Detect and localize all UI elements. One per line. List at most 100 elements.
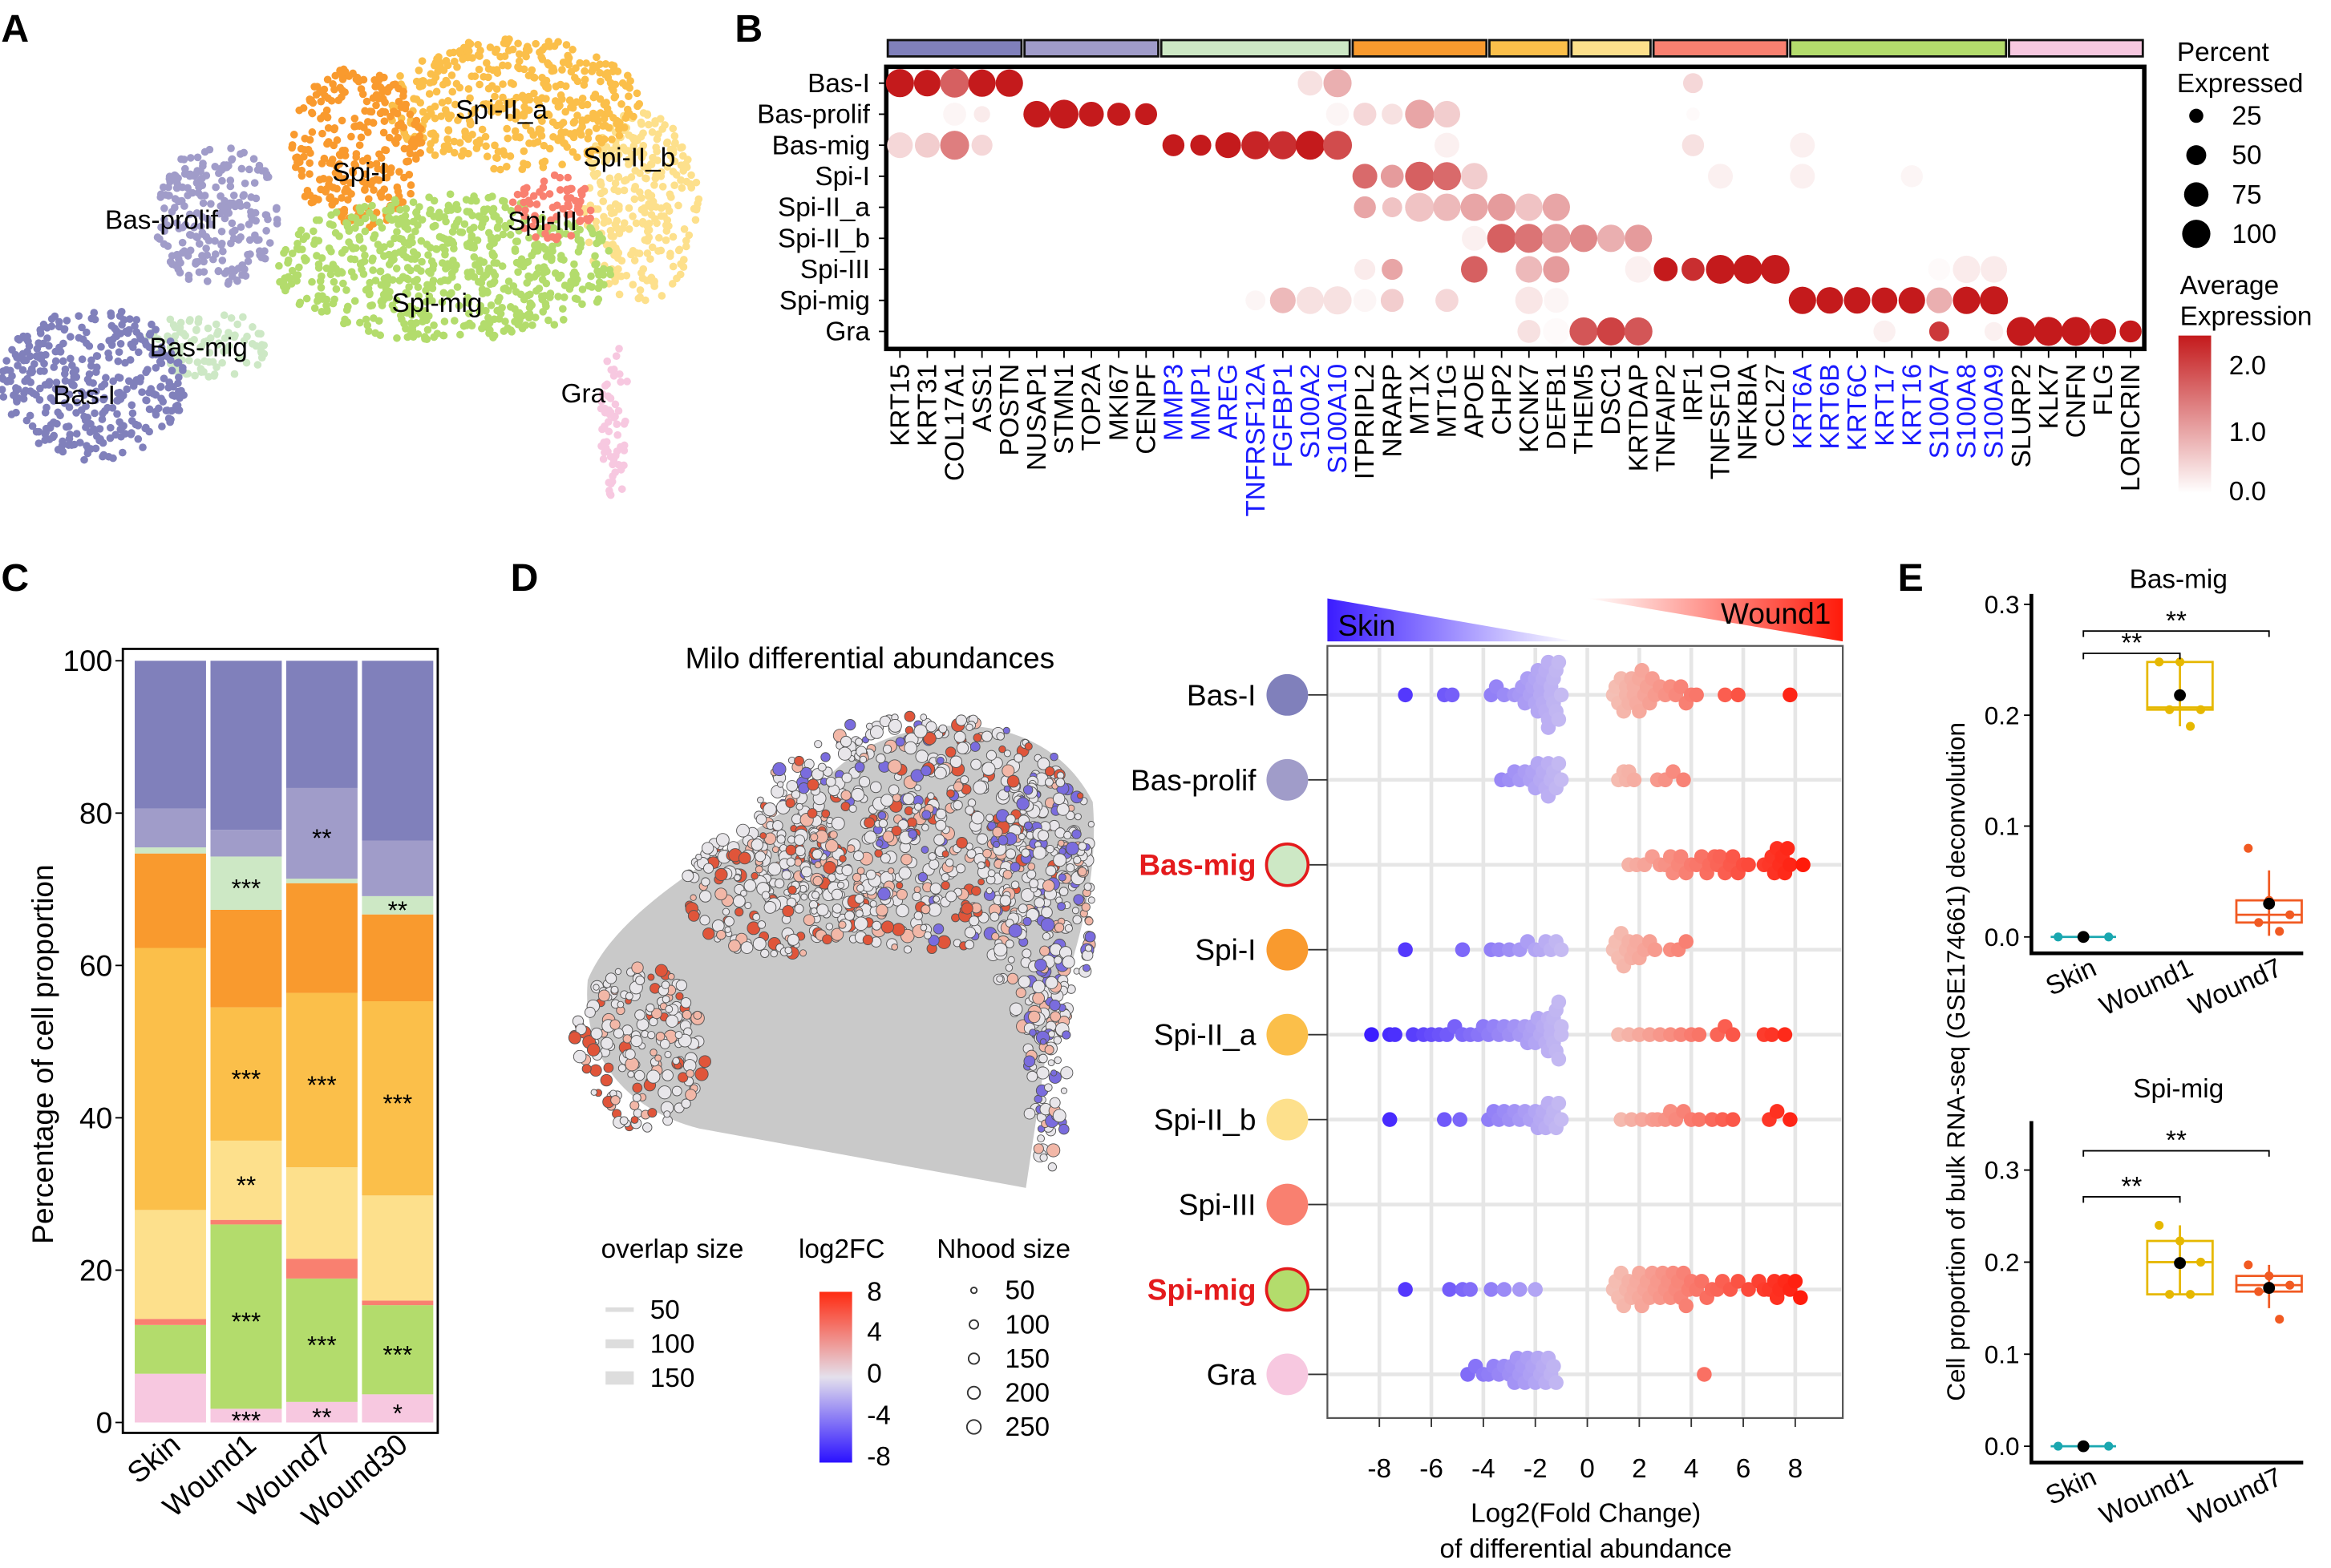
neighbourhood-node bbox=[996, 975, 1004, 983]
umap-cell bbox=[64, 422, 73, 430]
bar-segment bbox=[135, 1319, 206, 1325]
umap-cell bbox=[98, 415, 107, 423]
umap-cell bbox=[431, 151, 439, 160]
neighbourhood-node bbox=[690, 894, 697, 901]
umap-cell bbox=[625, 109, 633, 118]
umap-cell bbox=[524, 92, 533, 101]
sample-point bbox=[2254, 1287, 2264, 1296]
neighbourhood-node bbox=[1081, 902, 1091, 912]
neighbourhood-node bbox=[795, 845, 806, 857]
neighbourhood-node bbox=[1006, 972, 1019, 984]
expression-dot bbox=[1462, 225, 1487, 251]
umap-cell bbox=[301, 135, 310, 143]
neighbourhood-node bbox=[1053, 853, 1067, 867]
umap-cell bbox=[460, 220, 469, 228]
neighbourhood-node bbox=[854, 762, 865, 773]
nhood-size-value: 200 bbox=[1005, 1379, 1050, 1408]
nhood-point bbox=[1783, 687, 1798, 703]
umap-cell bbox=[656, 115, 665, 123]
umap-cell bbox=[369, 220, 378, 228]
expression-dot bbox=[2061, 317, 2090, 346]
umap-cell bbox=[115, 348, 123, 356]
expression-dot bbox=[1843, 287, 1871, 314]
expression-dot bbox=[1380, 289, 1404, 313]
neighbourhood-node bbox=[1002, 726, 1010, 734]
neighbourhood-node bbox=[734, 874, 741, 882]
umap-cell bbox=[377, 154, 386, 162]
umap-cell bbox=[361, 214, 370, 223]
umap-cell bbox=[663, 163, 672, 171]
umap-cell bbox=[492, 212, 500, 220]
nhood-size-value: 250 bbox=[1005, 1412, 1050, 1442]
umap-cell bbox=[569, 46, 577, 54]
umap-cell bbox=[613, 447, 621, 455]
neighbourhood-node bbox=[1047, 1162, 1058, 1172]
umap-cell bbox=[486, 43, 495, 51]
expression-dot bbox=[1354, 258, 1376, 281]
umap-cell bbox=[514, 268, 522, 277]
umap-cell bbox=[313, 252, 321, 260]
expression-dot bbox=[2006, 317, 2036, 346]
neighbourhood-node bbox=[794, 858, 803, 867]
umap-cell bbox=[63, 317, 71, 325]
cluster-color-bar bbox=[2008, 38, 2144, 58]
umap-cell bbox=[670, 181, 678, 189]
umap-cell bbox=[306, 159, 314, 168]
neighbourhood-node bbox=[635, 976, 645, 986]
row-label: Spi-I bbox=[815, 162, 870, 192]
umap-cell bbox=[578, 285, 587, 293]
expression-dot bbox=[1760, 254, 1790, 285]
umap-cell bbox=[102, 374, 110, 382]
significance-label: ** bbox=[312, 1403, 332, 1431]
neighbourhood-node bbox=[1077, 867, 1087, 877]
umap-cell bbox=[178, 238, 187, 247]
umap-cell bbox=[472, 138, 481, 147]
umap-cell bbox=[671, 139, 679, 147]
umap-cell bbox=[393, 109, 402, 118]
neighbourhood-node bbox=[869, 899, 877, 908]
umap-cell bbox=[425, 292, 434, 301]
neighbourhood-node bbox=[774, 878, 785, 889]
umap-cell bbox=[609, 62, 618, 70]
umap-cell bbox=[165, 191, 173, 200]
umap-cell bbox=[602, 438, 611, 447]
umap-cell bbox=[173, 179, 181, 188]
umap-cell bbox=[531, 313, 540, 321]
neighbourhood-node bbox=[714, 887, 727, 901]
umap-cell bbox=[157, 353, 166, 362]
neighbourhood-node bbox=[838, 920, 847, 929]
umap-cell bbox=[190, 335, 198, 344]
sample-point bbox=[2244, 843, 2253, 853]
umap-cell bbox=[451, 148, 459, 157]
umap-cell bbox=[608, 135, 616, 143]
umap-cell bbox=[160, 204, 168, 212]
gene-label: NRARP bbox=[1378, 364, 1407, 458]
umap-cell bbox=[157, 394, 165, 402]
neighbourhood-node bbox=[858, 776, 871, 788]
umap-cell bbox=[585, 157, 593, 166]
expression-dot bbox=[1405, 161, 1435, 191]
umap-cell bbox=[403, 225, 412, 233]
umap-cell bbox=[570, 268, 579, 277]
neighbourhood-node bbox=[603, 1062, 614, 1073]
neighbourhood-node bbox=[625, 992, 633, 1000]
umap-cell bbox=[615, 204, 623, 213]
umap-cell bbox=[592, 124, 601, 132]
neighbourhood-node bbox=[985, 750, 997, 761]
umap-cell bbox=[0, 386, 6, 394]
bar-segment bbox=[135, 1373, 206, 1423]
neighbourhood-node bbox=[693, 1010, 702, 1020]
umap-cell bbox=[485, 329, 493, 337]
umap-cell bbox=[677, 143, 685, 152]
neighbourhood-node bbox=[685, 1089, 697, 1101]
umap-cell bbox=[382, 285, 391, 294]
neighbourhood-node bbox=[1083, 964, 1091, 972]
umap-cell bbox=[59, 339, 67, 348]
neighbourhood-node bbox=[738, 851, 751, 865]
umap-cell bbox=[331, 168, 340, 177]
umap-cell bbox=[338, 194, 346, 202]
nhood-point bbox=[1777, 1027, 1793, 1042]
umap-cell bbox=[625, 224, 633, 233]
umap-cell bbox=[596, 68, 604, 77]
umap-cell bbox=[80, 455, 88, 464]
